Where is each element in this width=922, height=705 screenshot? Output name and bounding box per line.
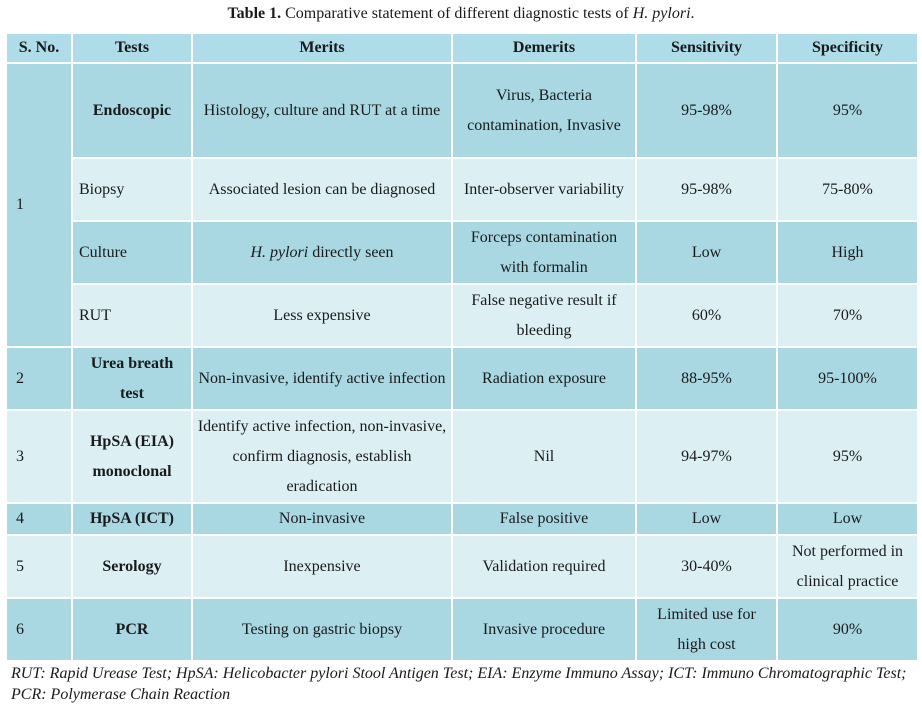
sensitivity-cell: 60% [635,283,778,348]
sensitivity-cell: 95-98% [635,62,778,159]
demerits-cell: Radiation exposure [451,346,637,411]
merits-cell: Associated lesion can be diagnosed [191,157,453,222]
merits-cell: Inexpensive [191,534,453,599]
merits-text: directly seen [308,243,394,261]
header-row: S. No. Tests Merits Demerits Sensitivity… [5,32,919,64]
merits-cell: Less expensive [191,283,453,348]
demerits-cell: False positive [451,502,637,536]
caption-end: . [690,5,695,22]
merits-cell: H. pylori directly seen [191,220,453,285]
caption-label: Table 1. [227,5,282,22]
sno-cell: 5 [5,534,73,599]
sensitivity-cell: 88-95% [635,346,778,411]
merits-cell: Non-invasive, identify active infection [191,346,453,411]
table-row: RUT Less expensive False negative result… [6,283,919,348]
sno-cell: 4 [5,502,73,536]
demerits-cell: False negative result if bleeding [451,283,637,348]
demerits-cell: Forceps contamination with formalin [451,220,637,285]
caption-organism: H. pylori [632,5,691,22]
specificity-cell: 70% [776,283,919,348]
sno-cell: 1 [5,62,73,348]
test-cell: Culture [71,220,193,285]
header-demerits: Demerits [451,32,637,64]
sensitivity-cell: Limited use for high cost [635,597,778,662]
test-cell: Urea breath test [71,346,193,411]
header-sno: S. No. [5,32,73,64]
caption-text: Comparative statement of different diagn… [285,5,629,22]
table-row: 2 Urea breath test Non-invasive, identif… [5,346,919,411]
table-row: 4 HpSA (ICT) Non-invasive False positive… [5,502,919,536]
specificity-cell: High [776,220,919,285]
merits-organism: H. pylori [250,243,309,261]
table-row: Culture H. pylori directly seen Forceps … [6,220,919,285]
test-cell: HpSA (EIA) monoclonal [71,409,193,504]
demerits-cell: Invasive procedure [451,597,637,662]
table-row: 3 HpSA (EIA) monoclonal Identify active … [5,409,919,504]
header-sensitivity: Sensitivity [635,32,778,64]
specificity-cell: 95% [776,409,919,504]
demerits-cell: Validation required [451,534,637,599]
test-cell: Biopsy [71,157,193,222]
test-cell: Serology [71,534,193,599]
merits-cell: Identify active infection, non-invasive,… [191,409,453,504]
specificity-cell: 95% [776,62,919,159]
table-row: 6 PCR Testing on gastric biopsy Invasive… [5,597,919,662]
sno-cell: 2 [5,346,73,411]
demerits-cell: Virus, Bacteria contamination, Invasive [451,62,637,159]
specificity-cell: Low [776,502,919,536]
table-row: Biopsy Associated lesion can be diagnose… [6,157,919,222]
specificity-cell: 95-100% [776,346,919,411]
specificity-cell: Not performed in clinical practice [776,534,919,599]
header-merits: Merits [191,32,453,64]
table-row: 5 Serology Inexpensive Validation requir… [5,534,919,599]
sensitivity-cell: Low [635,502,778,536]
specificity-cell: 75-80% [776,157,919,222]
merits-cell: Non-invasive [191,502,453,536]
sno-cell: 3 [5,409,73,504]
sensitivity-cell: 30-40% [635,534,778,599]
merits-cell: Testing on gastric biopsy [191,597,453,662]
sensitivity-cell: 95-98% [635,157,778,222]
diagnostic-tests-table: S. No. Tests Merits Demerits Sensitivity… [5,32,919,662]
sensitivity-cell: 94-97% [635,409,778,504]
test-cell: RUT [71,283,193,348]
test-cell: Endoscopic [71,62,193,159]
table-caption: Table 1. Comparative statement of differ… [0,3,922,25]
sensitivity-cell: Low [635,220,778,285]
sno-cell: 6 [5,597,73,662]
table-footnote: RUT: Rapid Urease Test; HpSA: Helicobact… [11,665,907,703]
test-cell: PCR [71,597,193,662]
specificity-cell: 90% [776,597,919,662]
table-row: 1 Endoscopic Histology, culture and RUT … [5,62,919,348]
test-cell: HpSA (ICT) [71,502,193,536]
demerits-cell: Inter-observer variability [451,157,637,222]
demerits-cell: Nil [451,409,637,504]
header-specificity: Specificity [776,32,919,64]
header-tests: Tests [71,32,193,64]
merits-cell: Histology, culture and RUT at a time [191,62,453,159]
